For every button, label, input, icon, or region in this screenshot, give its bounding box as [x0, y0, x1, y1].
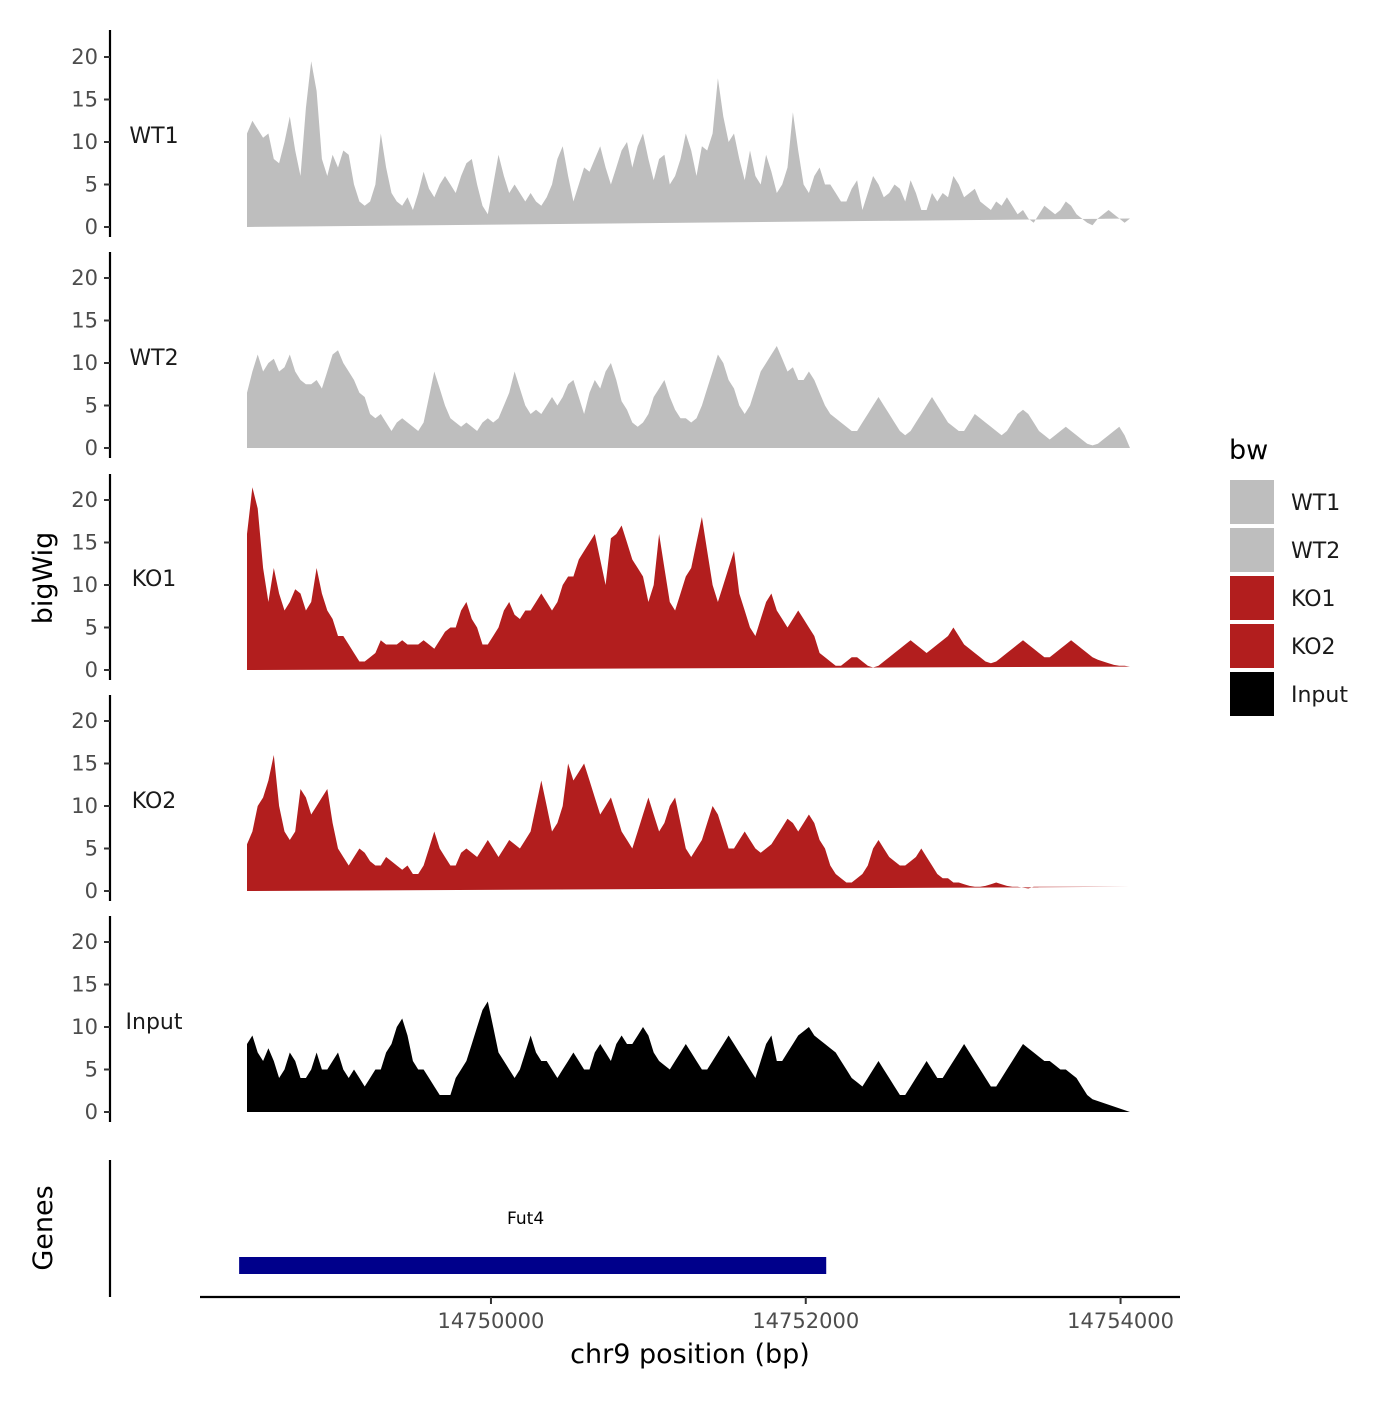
legend-key-ko1 — [1230, 576, 1274, 620]
y-tick-label: 20 — [71, 930, 98, 954]
y-tick-label: 0 — [85, 658, 98, 682]
y-tick-label: 15 — [71, 531, 98, 555]
y-tick-label: 20 — [71, 709, 98, 733]
y-tick-label: 0 — [85, 879, 98, 903]
track-wt2: 0 5 10 15 20 WT2 — [71, 252, 1130, 460]
area-input — [247, 1001, 1130, 1112]
y-axis-title: bigWig — [28, 532, 59, 625]
track-wt1: 0 5 10 15 20 WT1 — [71, 30, 1130, 239]
y-tick-label: 5 — [85, 394, 98, 418]
legend: bw WT1 WT2 KO1 KO2 Input — [1229, 435, 1348, 716]
x-axis-title: chr9 position (bp) — [570, 1339, 810, 1370]
gene-panel: Fut4 — [108, 1160, 827, 1297]
legend-label-input: Input — [1291, 683, 1348, 708]
x-axis: 14750000 14752000 14754000 — [200, 1295, 1180, 1333]
legend-label-ko1: KO1 — [1291, 587, 1336, 612]
area-wt2 — [247, 346, 1130, 448]
legend-label-wt2: WT2 — [1291, 539, 1340, 564]
y-tick-label: 15 — [71, 88, 98, 112]
legend-key-input — [1230, 672, 1274, 716]
y-tick-label: 15 — [71, 973, 98, 997]
area-ko1 — [247, 487, 1130, 670]
track-label-input: Input — [126, 1010, 183, 1035]
y-tick-label: 10 — [71, 1015, 98, 1039]
y-tick-label: 20 — [71, 488, 98, 512]
y-tick-label: 10 — [71, 573, 98, 597]
area-wt1 — [247, 61, 1130, 227]
y-tick-label: 0 — [85, 436, 98, 460]
gene-label: Fut4 — [507, 1209, 544, 1229]
y-tick-label: 15 — [71, 309, 98, 333]
y-tick-label: 15 — [71, 752, 98, 776]
track-ko1: 0 5 10 15 20 KO1 — [71, 474, 1130, 682]
y-tick-label: 10 — [71, 351, 98, 375]
legend-title: bw — [1229, 435, 1268, 466]
area-ko2 — [247, 755, 1130, 891]
legend-label-wt1: WT1 — [1291, 491, 1340, 516]
track-label-ko1: KO1 — [132, 567, 177, 592]
y-tick-label: 10 — [71, 794, 98, 818]
y-tick-label: 0 — [85, 1100, 98, 1124]
track-input: 0 5 10 15 20 Input — [71, 916, 1130, 1124]
track-label-wt1: WT1 — [129, 124, 178, 149]
legend-key-wt1 — [1230, 480, 1274, 524]
legend-key-wt2 — [1230, 528, 1274, 572]
y-tick-label: 20 — [71, 266, 98, 290]
y-tick-label: 5 — [85, 837, 98, 861]
legend-key-ko2 — [1230, 624, 1274, 668]
gene-bar-fut4 — [239, 1257, 827, 1274]
genes-axis-title: Genes — [28, 1185, 59, 1270]
y-tick-label: 5 — [85, 616, 98, 640]
y-tick-label: 5 — [85, 1058, 98, 1082]
x-tick-label: 14754000 — [1067, 1309, 1174, 1333]
track-label-wt2: WT2 — [129, 346, 178, 371]
y-tick-label: 5 — [85, 173, 98, 197]
y-tick-label: 0 — [85, 215, 98, 239]
legend-label-ko2: KO2 — [1291, 635, 1336, 660]
x-tick-label: 14750000 — [438, 1309, 545, 1333]
y-tick-label: 20 — [71, 45, 98, 69]
x-tick-label: 14752000 — [752, 1309, 859, 1333]
bigwig-tracks: 0 5 10 15 20 WT1 0 5 10 15 20 WT2 0 5 10 15 20 KO1 0 5 10 15 2… — [71, 30, 1130, 1124]
track-label-ko2: KO2 — [132, 789, 177, 814]
y-tick-label: 10 — [71, 130, 98, 154]
track-ko2: 0 5 10 15 20 KO2 — [71, 695, 1130, 903]
